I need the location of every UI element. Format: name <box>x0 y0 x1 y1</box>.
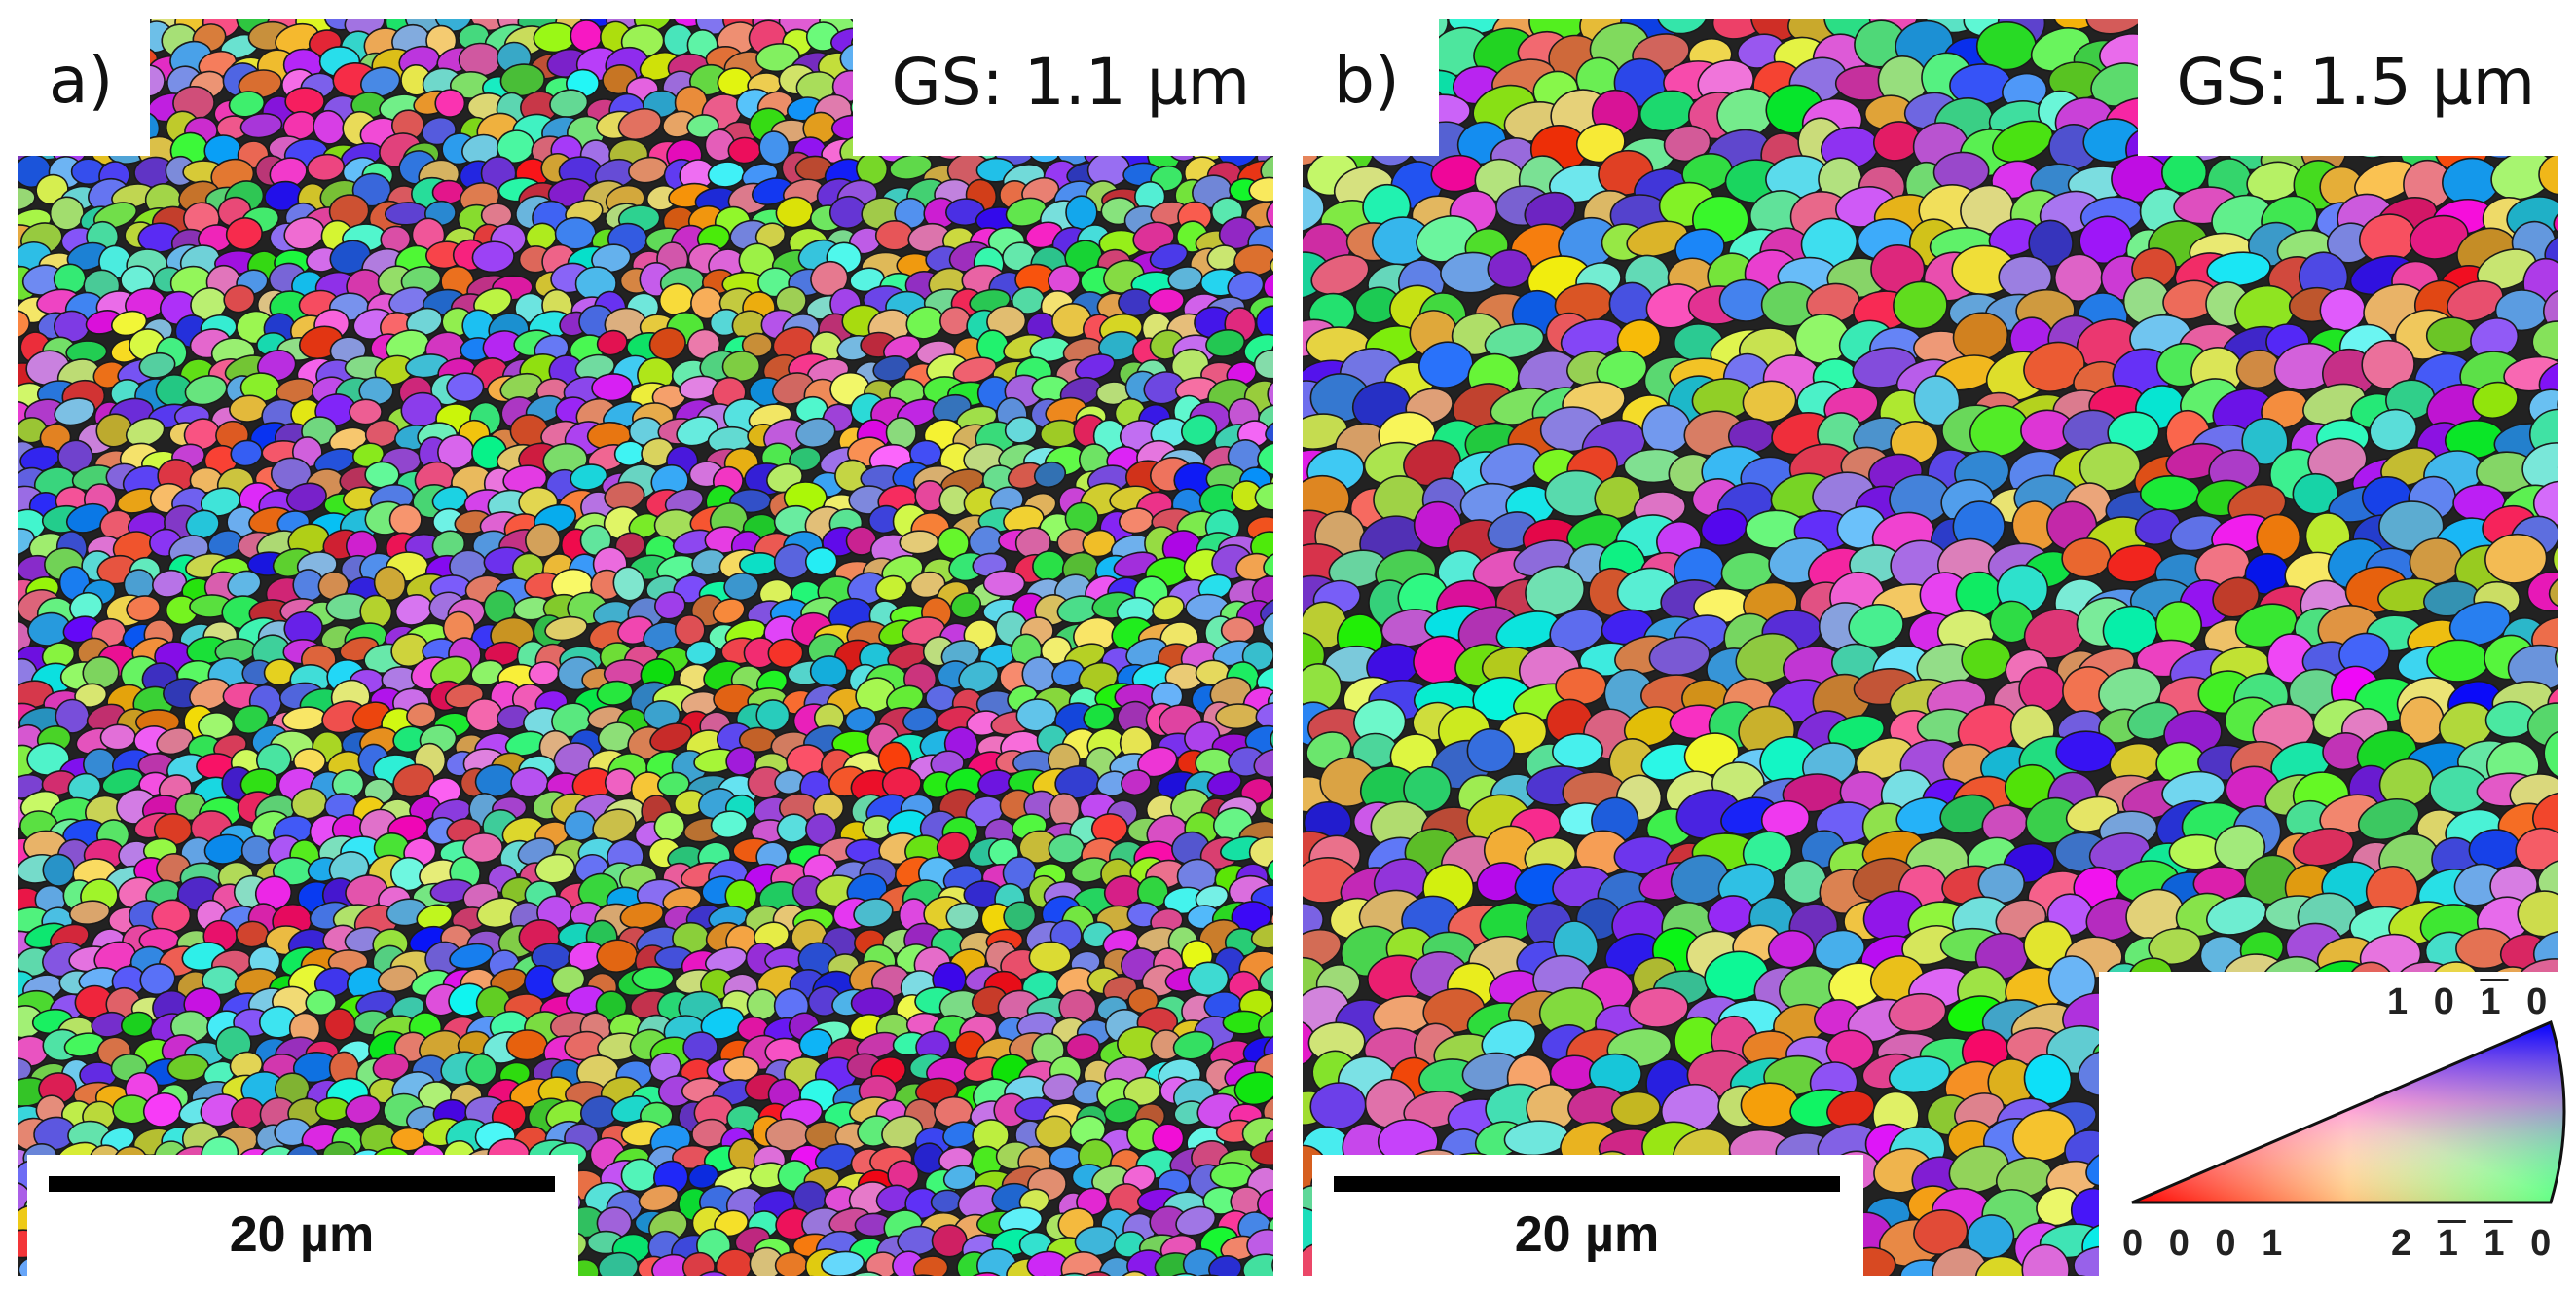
label-box-b <box>1303 19 1439 156</box>
gs-box-a <box>853 19 1273 156</box>
gs-box-b <box>2138 19 2558 156</box>
ipf-label-2-1-10: 2 1 1 0 <box>2391 1223 2559 1264</box>
panel-label-a: a) <box>49 43 114 118</box>
ipf-color-key-triangle <box>2131 1019 2566 1204</box>
scale-bar-b <box>1334 1176 1840 1192</box>
scale-bar-label-b: 20 µm <box>1514 1206 1660 1263</box>
scale-bar-a <box>49 1176 555 1192</box>
grain-size-label-b: GS: 1.5 µm <box>2176 45 2535 120</box>
grain-size-label-a: GS: 1.1 µm <box>891 45 1250 120</box>
ipf-label-10-10: 1 0 1 0 <box>2387 981 2556 1022</box>
panel-label-b: b) <box>1334 43 1400 118</box>
ebsd-map-a <box>18 19 1273 1276</box>
ipf-label-0001: 0 0 0 1 <box>2122 1223 2291 1264</box>
scale-bar-label-a: 20 µm <box>229 1206 375 1263</box>
scale-box-b <box>1312 1155 1863 1276</box>
scale-box-a <box>27 1155 578 1276</box>
panel-a: a) GS: 1.1 µm 20 µm <box>0 0 1285 1294</box>
panel-b: b) GS: 1.5 µm 20 µm <box>1285 0 2576 1294</box>
label-box-a <box>18 19 150 156</box>
